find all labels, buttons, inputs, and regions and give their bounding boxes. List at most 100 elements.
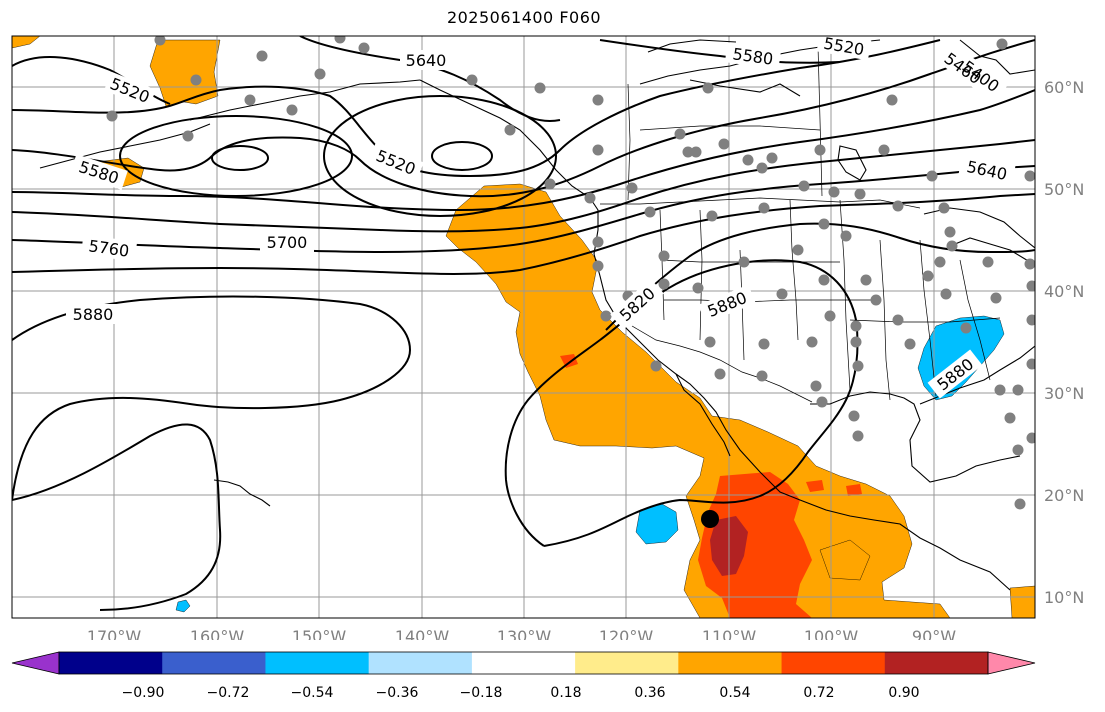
station-marker [922, 270, 934, 282]
station-marker [706, 210, 718, 222]
station-marker [1012, 384, 1024, 396]
station-marker [1004, 412, 1016, 424]
station-marker [1026, 280, 1035, 292]
colorbar-tick-label: 0.54 [719, 685, 750, 701]
station-marker [878, 144, 890, 156]
station-marker [892, 314, 904, 326]
station-marker [644, 206, 656, 218]
station-marker [658, 278, 670, 290]
station-marker [504, 124, 516, 136]
colorbar: −0.90 −0.72 −0.54 −0.36 −0.18 0.18 0.36 … [11, 651, 1036, 701]
station-marker [938, 202, 950, 214]
station-marker [592, 94, 604, 106]
lat-label-10n: 10°N [1044, 588, 1084, 607]
station-marker [840, 230, 852, 242]
colorbar-tick-label: 0.90 [888, 685, 919, 701]
colorbar-tick-label: −0.36 [376, 685, 419, 701]
station-marker [810, 380, 822, 392]
station-marker [154, 36, 166, 46]
lat-label-50n: 50°N [1044, 180, 1084, 199]
station-marker [592, 144, 604, 156]
station-marker [892, 200, 904, 212]
colorbar-tick-label: 0.72 [803, 685, 834, 701]
colorbar-tick-label: −0.72 [207, 685, 250, 701]
station-marker [358, 42, 370, 54]
station-marker [854, 188, 866, 200]
lon-label-120w: 120°W [599, 627, 654, 640]
lat-label-40n: 40°N [1044, 282, 1084, 301]
colorbar-segment [471, 652, 576, 674]
station-marker [106, 110, 118, 122]
station-marker [756, 162, 768, 174]
station-marker [758, 338, 770, 350]
contour-label-5700: 5700 [267, 233, 308, 252]
station-marker [818, 218, 830, 230]
lon-label-160w: 160°W [190, 627, 245, 640]
colorbar-segment [59, 652, 163, 674]
contour-label-5640-a: 5640 [406, 51, 447, 70]
station-marker [850, 320, 862, 332]
lon-label-90w: 90°W [912, 627, 956, 640]
station-marker [718, 138, 730, 150]
station-marker [742, 154, 754, 166]
station-marker [824, 310, 836, 322]
station-marker [674, 128, 686, 140]
station-marker [704, 336, 716, 348]
station-marker [314, 68, 326, 80]
colorbar-segment [368, 652, 473, 674]
station-marker [828, 186, 840, 198]
station-marker [798, 180, 810, 192]
station-marker [814, 144, 826, 156]
station-marker [1012, 444, 1024, 456]
station-marker [946, 240, 958, 252]
station-marker [584, 192, 596, 204]
station-marker [960, 322, 972, 334]
map-figure: 5520 5640 5580 5520 5400 5460 5520 5580 … [11, 35, 1084, 640]
station-marker [850, 336, 862, 348]
height-contours-closed [119, 95, 557, 217]
lat-label-20n: 20°N [1044, 486, 1084, 505]
station-marker [766, 152, 778, 164]
station-marker [886, 94, 898, 106]
storm-center-marker [701, 510, 719, 528]
station-marker [600, 310, 612, 322]
station-marker [738, 256, 750, 268]
lon-label-110w: 110°W [702, 627, 757, 640]
station-marker [776, 288, 788, 300]
colorbar-frame [58, 651, 989, 675]
station-marker [334, 36, 346, 44]
station-marker [1024, 170, 1035, 182]
strong-positive-anomaly-fill [560, 354, 862, 618]
station-marker [182, 130, 194, 142]
colorbar-segments [11, 651, 1036, 675]
station-marker [626, 182, 638, 194]
station-marker [466, 74, 478, 86]
station-marker [848, 410, 860, 422]
station-marker [1014, 498, 1026, 510]
station-marker [852, 360, 864, 372]
lat-label-60n: 60°N [1044, 78, 1084, 97]
station-marker [994, 384, 1006, 396]
station-marker [592, 236, 604, 248]
station-marker [818, 274, 830, 286]
colorbar-segment [781, 652, 886, 674]
latitude-labels: 60°N 50°N 40°N 30°N 20°N 10°N [1044, 78, 1084, 607]
colorbar-segment [884, 652, 989, 674]
station-marker [870, 294, 882, 306]
station-marker [244, 94, 256, 106]
colorbar-tick-label: −0.54 [291, 685, 334, 701]
contour-label-5880-a: 5880 [73, 305, 114, 324]
colorbar-tick-label: 0.36 [634, 685, 665, 701]
station-marker [256, 50, 268, 62]
station-marker [806, 336, 818, 348]
station-marker [544, 178, 556, 190]
station-markers [106, 36, 1035, 510]
station-marker [682, 146, 694, 158]
station-marker [982, 256, 994, 268]
lon-label-170w: 170°W [87, 627, 142, 640]
station-marker [1026, 358, 1035, 370]
lon-label-140w: 140°W [395, 627, 450, 640]
station-marker [990, 292, 1002, 304]
station-marker [1024, 258, 1035, 270]
colorbar-segment [265, 652, 370, 674]
